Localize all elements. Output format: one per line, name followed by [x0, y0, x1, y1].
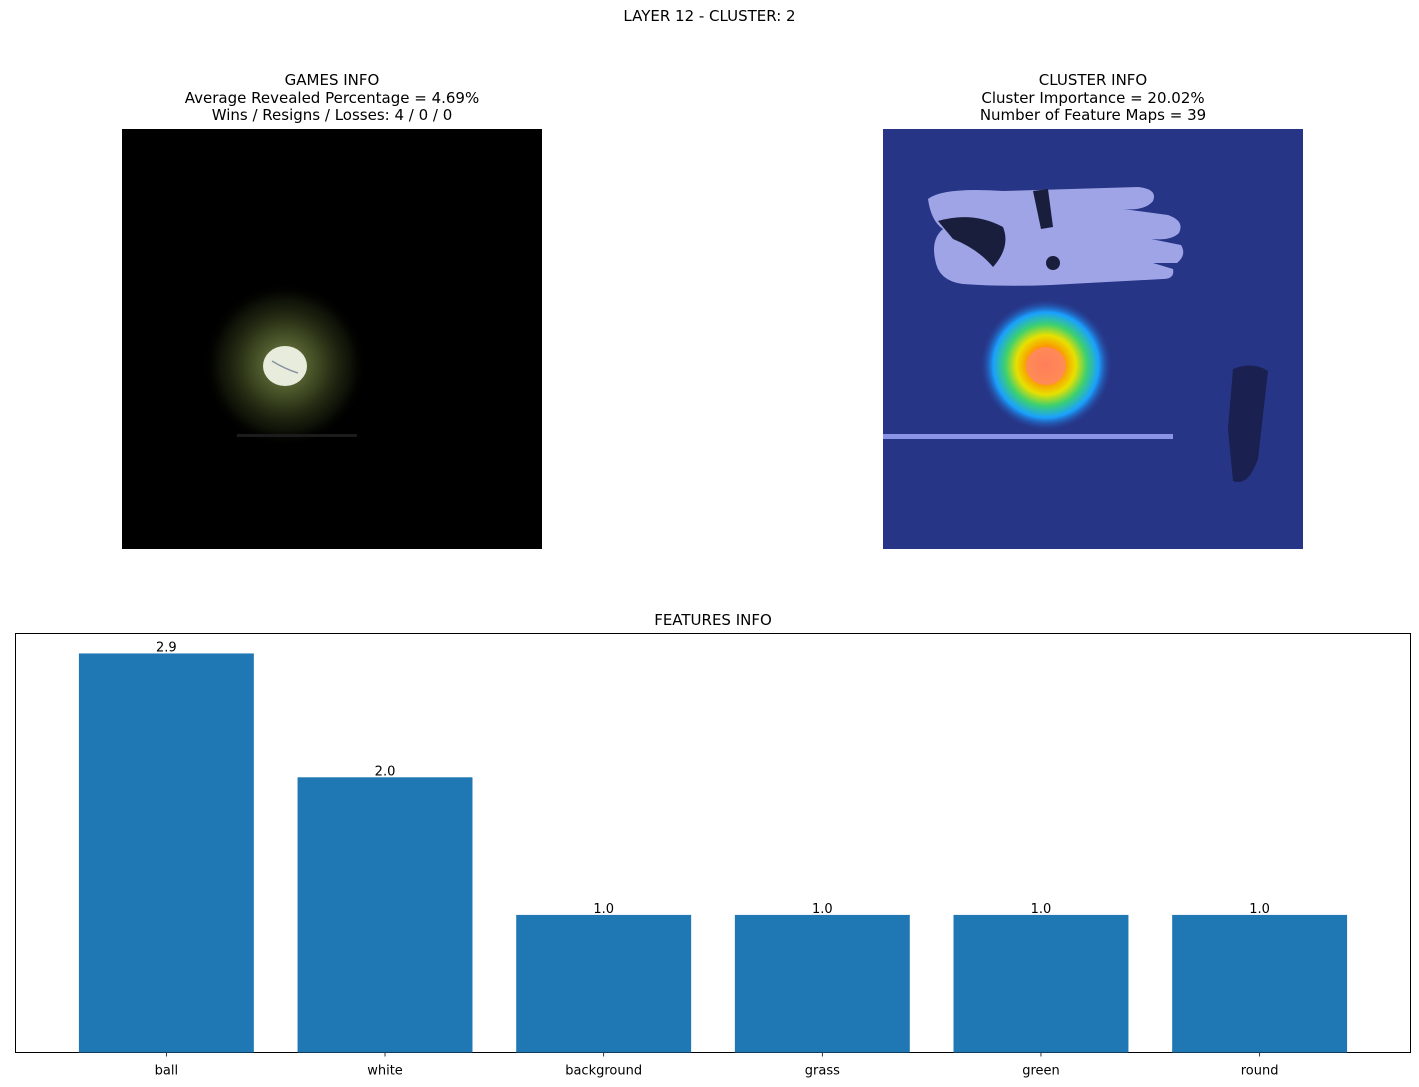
value-label-green: 1.0	[1031, 902, 1052, 917]
games-info-title-block: GAMES INFO Average Revealed Percentage =…	[122, 71, 542, 125]
bars-group	[78, 653, 1348, 1053]
value-label-white: 2.0	[375, 764, 396, 779]
x-tick-label-ball: ball	[155, 1064, 178, 1079]
cluster-importance: Cluster Importance = 20.02%	[981, 88, 1205, 107]
figure-title: LAYER 12 - CLUSTER: 2	[623, 7, 796, 25]
games-info-title: GAMES INFO	[284, 71, 380, 89]
value-label-round: 1.0	[1249, 902, 1270, 917]
x-tick-label-green: green	[1022, 1064, 1060, 1079]
revealed-image	[122, 129, 542, 549]
cluster-info-title: CLUSTER INFO	[1038, 71, 1148, 89]
heatmap-overlay	[883, 129, 1303, 549]
bar-white	[297, 777, 473, 1053]
x-tick-label-grass: grass	[805, 1064, 840, 1079]
x-tick-label-background: background	[565, 1064, 642, 1079]
features-info-title: FEATURES INFO	[654, 611, 772, 629]
plot-frame	[15, 633, 1411, 1053]
revealed-ball-image	[122, 129, 542, 549]
bar-ball	[78, 653, 254, 1053]
value-label-background: 1.0	[593, 902, 614, 917]
x-tick-label-round: round	[1241, 1064, 1279, 1079]
heatmap-overlay-image	[883, 129, 1303, 549]
putter-shape	[883, 365, 1268, 483]
bar-background	[516, 914, 692, 1053]
cluster-info-title-block: CLUSTER INFO Cluster Importance = 20.02%…	[883, 71, 1303, 125]
average-revealed-percentage: Average Revealed Percentage = 4.69%	[184, 88, 480, 107]
number-of-feature-maps: Number of Feature Maps = 39	[979, 106, 1207, 124]
x-tick-label-white: white	[367, 1064, 403, 1079]
value-label-grass: 1.0	[812, 902, 833, 917]
wins-resigns-losses: Wins / Resigns / Losses: 4 / 0 / 0	[211, 106, 453, 124]
glove-shape	[928, 187, 1184, 286]
bar-grass	[734, 914, 910, 1053]
value-label-ball: 2.9	[156, 640, 177, 655]
bar-green	[953, 914, 1129, 1053]
value-labels-group: 2.9 2.0 1.0 1.0 1.0 1.0	[156, 640, 1270, 916]
bar-round	[1172, 914, 1348, 1053]
x-ticks-group: ball white background grass green round	[155, 1052, 1279, 1079]
